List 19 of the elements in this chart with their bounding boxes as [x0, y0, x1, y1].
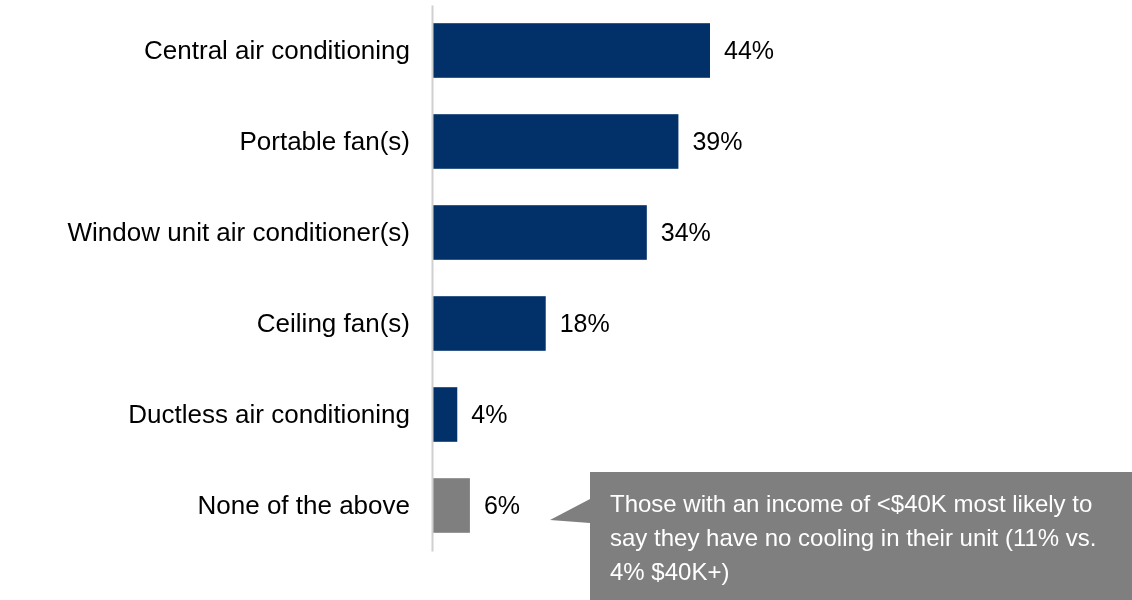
bar — [432, 205, 647, 260]
bar — [432, 478, 470, 533]
data-label: 44% — [724, 36, 775, 65]
y-tick-label: Window unit air conditioner(s) — [67, 216, 410, 247]
bar — [432, 23, 710, 78]
y-tick-label: Central air conditioning — [144, 34, 410, 65]
data-label: 6% — [483, 491, 521, 520]
data-label: 4% — [471, 400, 508, 429]
bar — [432, 114, 679, 169]
bar — [432, 296, 546, 351]
y-tick-label: Ceiling fan(s) — [256, 307, 410, 338]
bar — [432, 387, 458, 442]
y-tick-label: None of the above — [197, 489, 410, 520]
y-tick-label: Ductless air conditioning — [128, 398, 410, 429]
data-label: 39% — [692, 127, 743, 156]
y-tick-label: Portable fan(s) — [239, 125, 410, 156]
data-label: 34% — [660, 218, 711, 247]
annotation: Those with an income of <$40K most likely to say they have no cooling in their unit (11% vs. 4% $40K+) — [610, 490, 1097, 585]
data-label: 18% — [559, 309, 610, 338]
